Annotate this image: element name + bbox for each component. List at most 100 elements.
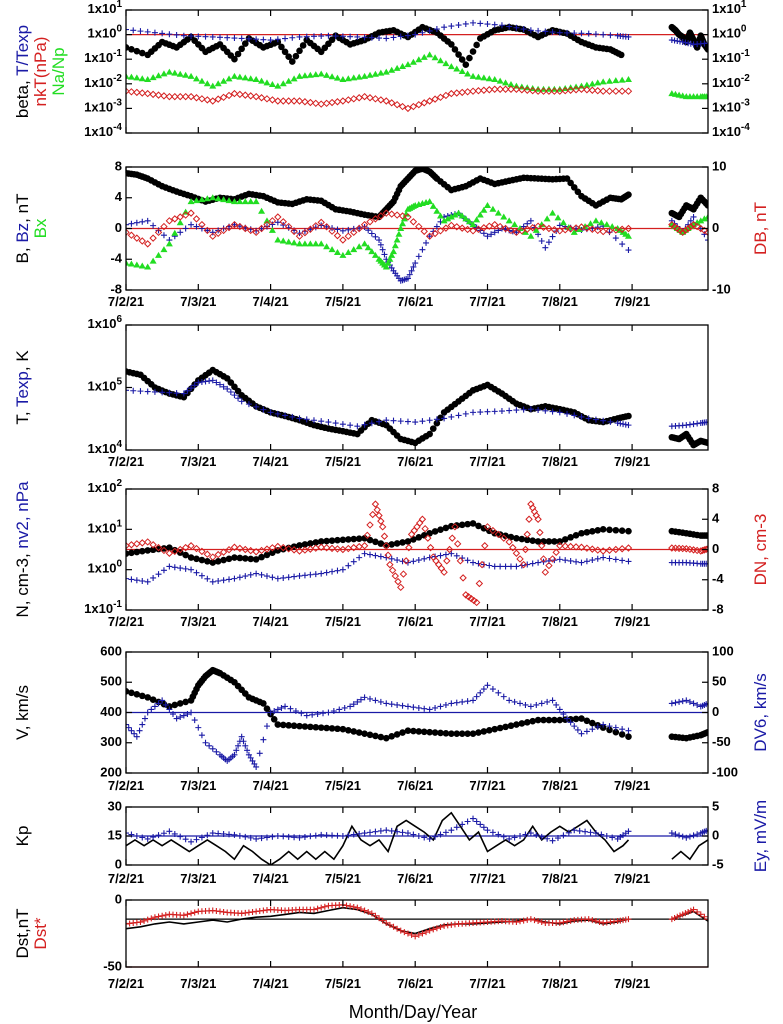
data-point xyxy=(491,21,498,28)
series-layer xyxy=(126,666,708,770)
data-point xyxy=(279,218,287,226)
data-point xyxy=(426,233,433,240)
data-point xyxy=(469,730,477,737)
data-point xyxy=(267,709,274,716)
data-point xyxy=(379,246,386,253)
data-point xyxy=(345,832,352,839)
data-point xyxy=(412,260,419,267)
data-point xyxy=(312,544,320,552)
data-point xyxy=(240,738,247,745)
data-point xyxy=(529,717,536,725)
data-point xyxy=(455,22,462,29)
data-point xyxy=(371,215,380,223)
data-point xyxy=(274,410,281,417)
data-point xyxy=(344,544,353,553)
data-point xyxy=(412,31,419,38)
data-point xyxy=(404,930,411,937)
data-point xyxy=(296,33,303,40)
data-point xyxy=(188,709,195,716)
data-point xyxy=(257,546,266,555)
data-point xyxy=(333,98,342,106)
data-point xyxy=(500,693,507,700)
data-point xyxy=(184,711,191,718)
data-point xyxy=(694,908,701,915)
data-point xyxy=(589,719,596,727)
data-point xyxy=(448,827,455,834)
data-point xyxy=(589,527,596,535)
data-point xyxy=(126,72,130,79)
data-point xyxy=(436,227,445,235)
data-point xyxy=(231,392,238,399)
data-point xyxy=(184,387,191,394)
data-point xyxy=(137,28,144,35)
data-point xyxy=(388,555,395,562)
data-point xyxy=(619,241,626,248)
data-point xyxy=(625,558,632,565)
data-point xyxy=(241,40,249,47)
data-point xyxy=(397,927,404,934)
x-tick-label: 7/7/21 xyxy=(469,976,505,991)
data-point xyxy=(165,92,174,101)
data-point xyxy=(219,226,228,235)
data-point xyxy=(371,500,380,508)
chart-panel-6: 0 15 30 -5 0 5 7/2/21 7/3/21 7/4/21 7/5/21 7/6/21 7… xyxy=(13,798,770,886)
data-point xyxy=(599,526,607,533)
data-point xyxy=(361,694,368,701)
data-point xyxy=(323,243,331,250)
data-point xyxy=(181,543,190,552)
chart-panel-7: -50 0 7/2/21 7/3/21 7/4/21 7/5/21 7/6/21 7/7/21… xyxy=(13,891,709,991)
data-point xyxy=(171,701,179,709)
data-point xyxy=(150,222,157,229)
data-point xyxy=(165,68,173,75)
data-point xyxy=(328,227,336,235)
data-point xyxy=(599,547,607,555)
data-point xyxy=(334,832,341,839)
data-point xyxy=(247,75,255,82)
y-tick-label: 100 xyxy=(712,643,734,658)
data-point xyxy=(329,568,336,575)
data-point xyxy=(269,574,276,581)
data-point xyxy=(480,86,488,94)
data-point xyxy=(542,28,549,35)
data-point xyxy=(198,547,206,556)
data-point xyxy=(317,240,325,247)
data-point xyxy=(501,85,510,93)
data-point xyxy=(538,919,545,926)
data-point xyxy=(333,231,342,240)
data-point xyxy=(149,90,157,99)
data-point xyxy=(191,382,198,389)
data-point xyxy=(260,736,267,743)
data-point xyxy=(518,720,526,727)
data-point xyxy=(251,760,258,767)
data-point xyxy=(225,197,233,204)
data-point xyxy=(509,543,517,552)
data-point xyxy=(421,524,429,533)
data-point xyxy=(458,212,466,219)
data-point xyxy=(209,553,217,561)
data-point xyxy=(372,828,379,835)
y-tick-label: 1x106 xyxy=(88,314,123,332)
data-point xyxy=(138,547,146,555)
data-point xyxy=(238,733,245,740)
data-point xyxy=(238,35,245,42)
data-point xyxy=(564,715,571,722)
data-point xyxy=(394,925,401,932)
data-point xyxy=(334,536,341,544)
data-point xyxy=(678,228,687,237)
data-point xyxy=(256,750,263,757)
data-point xyxy=(420,227,428,236)
data-point xyxy=(188,566,195,573)
data-point xyxy=(582,828,589,835)
data-point xyxy=(448,41,455,48)
data-point xyxy=(236,554,244,562)
y-tick-label: -4 xyxy=(712,571,724,586)
data-point xyxy=(433,207,441,214)
data-point xyxy=(296,834,303,841)
data-point xyxy=(165,217,174,225)
data-point xyxy=(241,198,249,205)
data-point xyxy=(160,567,167,574)
data-point xyxy=(607,418,614,425)
data-point xyxy=(236,90,244,99)
data-point xyxy=(267,409,274,416)
data-point xyxy=(203,550,212,558)
